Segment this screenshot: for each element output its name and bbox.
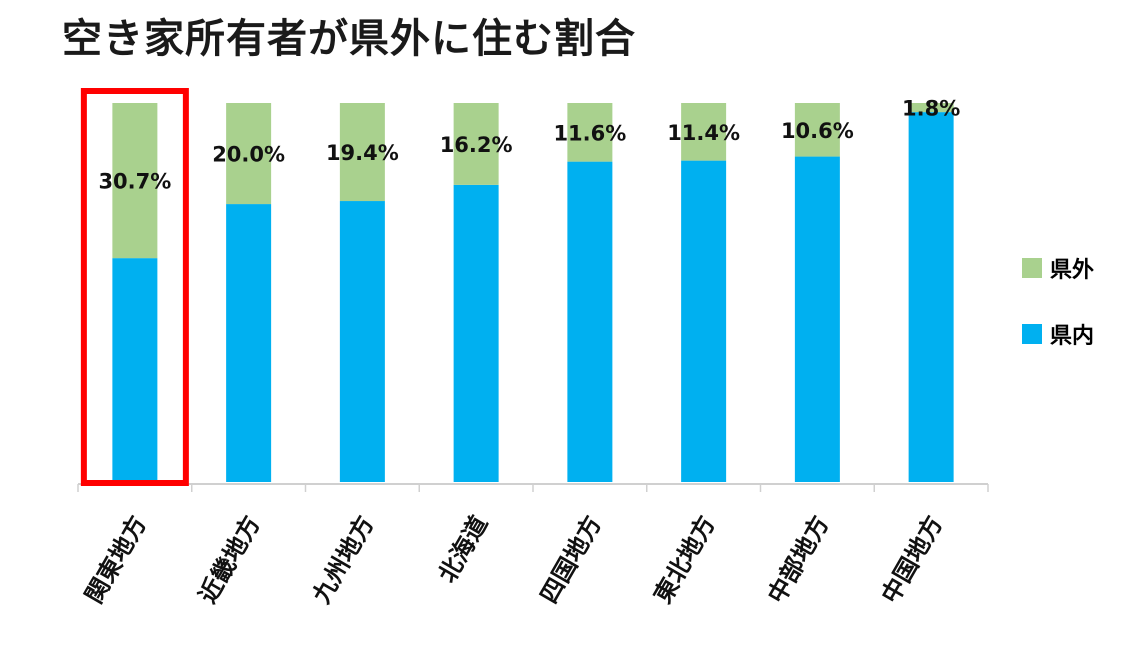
category-label: 東北地方 bbox=[649, 511, 721, 608]
bar-kennai bbox=[794, 156, 840, 482]
category-label: 関東地方 bbox=[80, 511, 152, 608]
bar-kengai bbox=[226, 103, 272, 205]
data-label: 11.4% bbox=[667, 121, 740, 145]
bar-kengai bbox=[567, 103, 613, 162]
highlight-box bbox=[80, 88, 189, 486]
bar-kennai bbox=[908, 112, 954, 482]
bar-kennai bbox=[567, 161, 613, 483]
category-label: 四国地方 bbox=[535, 511, 607, 608]
legend-label: 県外 bbox=[1050, 258, 1095, 283]
category-label: 中国地方 bbox=[876, 511, 948, 608]
data-label: 10.6% bbox=[781, 119, 854, 143]
legend-swatch bbox=[1022, 258, 1042, 278]
chart-title: 空き家所有者が県外に住む割合 bbox=[62, 16, 636, 62]
legend-swatch bbox=[1022, 324, 1042, 344]
bar-kennai bbox=[112, 258, 158, 482]
bar-kennai bbox=[681, 160, 727, 482]
category-label: 九州地方 bbox=[307, 511, 380, 609]
bar-kengai bbox=[908, 103, 954, 113]
bar-kengai bbox=[681, 103, 727, 161]
data-label: 16.2% bbox=[440, 133, 513, 157]
category-label: 北海道 bbox=[433, 511, 493, 587]
bar-kengai bbox=[453, 103, 499, 185]
bar-kennai bbox=[226, 204, 272, 483]
category-label: 中部地方 bbox=[762, 511, 834, 608]
legend-item-kennai: 県内 bbox=[1022, 318, 1094, 350]
legend-label: 県内 bbox=[1050, 324, 1095, 349]
category-label: 近畿地方 bbox=[194, 511, 266, 608]
bar-kengai bbox=[794, 103, 840, 157]
data-label: 11.6% bbox=[553, 121, 626, 145]
bar-kennai bbox=[453, 184, 499, 482]
bar-kengai bbox=[339, 103, 385, 202]
legend-item-kengai: 県外 bbox=[1022, 252, 1094, 284]
data-label: 1.8% bbox=[902, 97, 960, 121]
data-label: 30.7% bbox=[98, 170, 171, 194]
bar-kennai bbox=[339, 201, 385, 482]
data-label: 19.4% bbox=[326, 141, 399, 165]
data-label: 20.0% bbox=[212, 143, 285, 167]
bar-kengai bbox=[112, 103, 158, 259]
